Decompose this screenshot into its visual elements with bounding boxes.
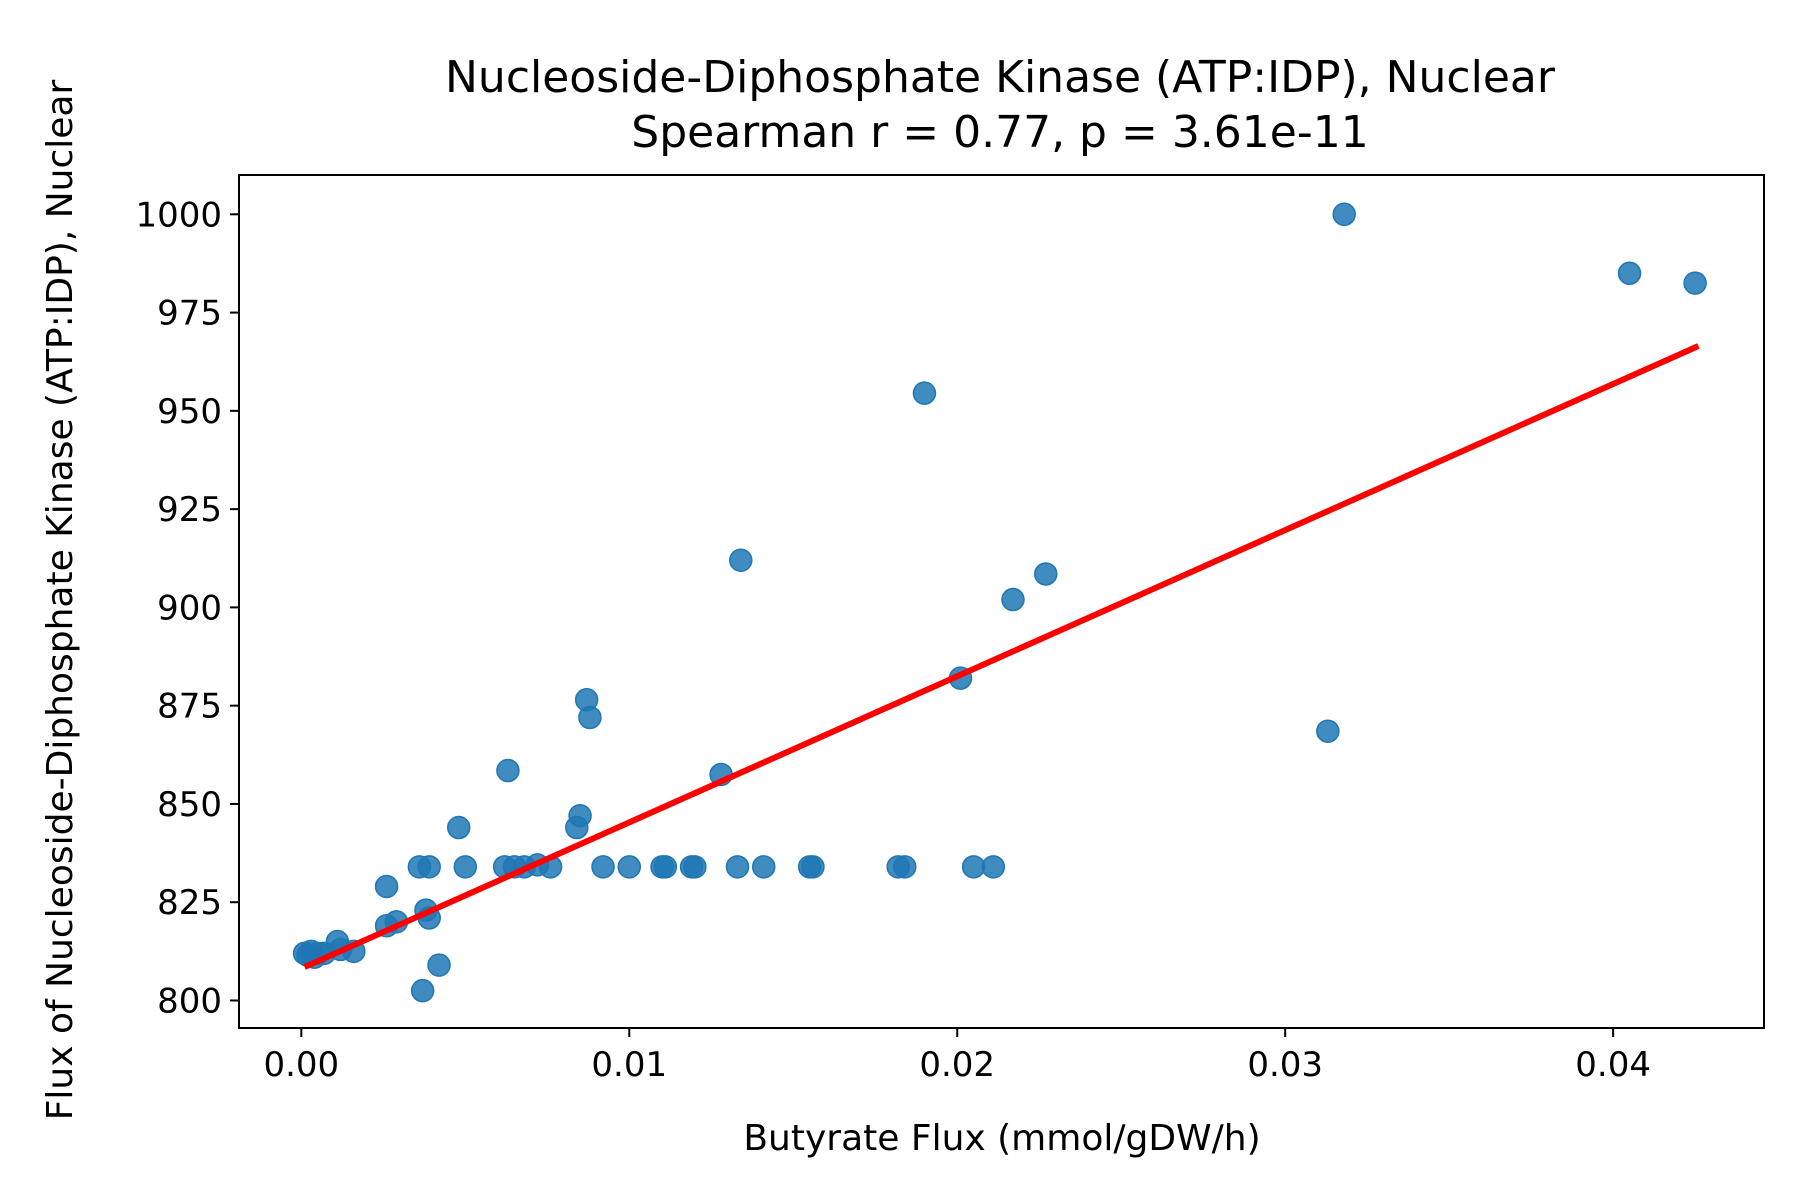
fit-line — [303, 343, 1700, 970]
data-point — [568, 803, 592, 828]
x-tick-label: 0.03 — [1247, 1045, 1323, 1085]
x-axis-label: Butyrate Flux (mmol/gDW/h) — [743, 1118, 1260, 1159]
x-tick-label: 0.00 — [263, 1045, 339, 1085]
data-point — [751, 855, 776, 879]
data-point — [653, 855, 678, 879]
x-tick-label: 0.02 — [919, 1045, 995, 1085]
data-point — [801, 855, 825, 879]
y-tick-label: 825 — [157, 883, 222, 923]
data-point — [591, 855, 615, 879]
x-axis: 0.00 0.01 0.02 0.03 0.04 — [263, 1028, 1651, 1085]
y-tick-label: 975 — [157, 294, 222, 334]
y-tick-label: 850 — [157, 785, 222, 825]
y-axis-label: Flux of Nucleoside-Diphosphate Kinase (A… — [40, 80, 81, 1121]
data-point — [446, 815, 471, 840]
data-point — [578, 705, 602, 730]
data-point — [961, 855, 986, 879]
y-axis: 800 825 850 875 900 925 950 975 1000 — [135, 195, 239, 1021]
y-tick-label: 925 — [157, 490, 222, 530]
data-point — [453, 855, 478, 879]
data-point — [683, 855, 707, 879]
data-point — [981, 855, 1006, 879]
fit-line-group — [303, 343, 1700, 970]
data-point — [1683, 271, 1707, 295]
y-tick-label: 950 — [157, 392, 222, 432]
y-tick-label: 900 — [157, 588, 222, 628]
data-point — [496, 758, 520, 783]
data-point — [410, 978, 435, 1003]
data-point — [729, 548, 753, 572]
data-point — [617, 855, 642, 879]
data-point — [1001, 587, 1025, 612]
y-tick-label: 1000 — [135, 195, 222, 235]
y-tick-label: 800 — [157, 981, 222, 1021]
data-point — [1316, 719, 1340, 743]
chart-title: Nucleoside-Diphosphate Kinase (ATP:IDP),… — [445, 52, 1556, 103]
y-tick-label: 875 — [157, 687, 222, 727]
data-point — [725, 855, 750, 879]
data-point — [427, 953, 451, 977]
x-tick-label: 0.01 — [591, 1045, 667, 1085]
data-point — [893, 855, 917, 879]
data-point — [912, 381, 937, 405]
data-point — [1332, 202, 1356, 227]
plot-marks — [292, 202, 1707, 1003]
data-point — [417, 855, 441, 879]
data-point — [374, 874, 399, 899]
data-point — [1617, 261, 1642, 286]
x-tick-label: 0.04 — [1575, 1045, 1651, 1085]
data-point — [1034, 562, 1058, 586]
plot-frame — [238, 174, 1765, 1029]
chart-subtitle: Spearman r = 0.77, p = 3.61e-11 — [631, 107, 1368, 158]
